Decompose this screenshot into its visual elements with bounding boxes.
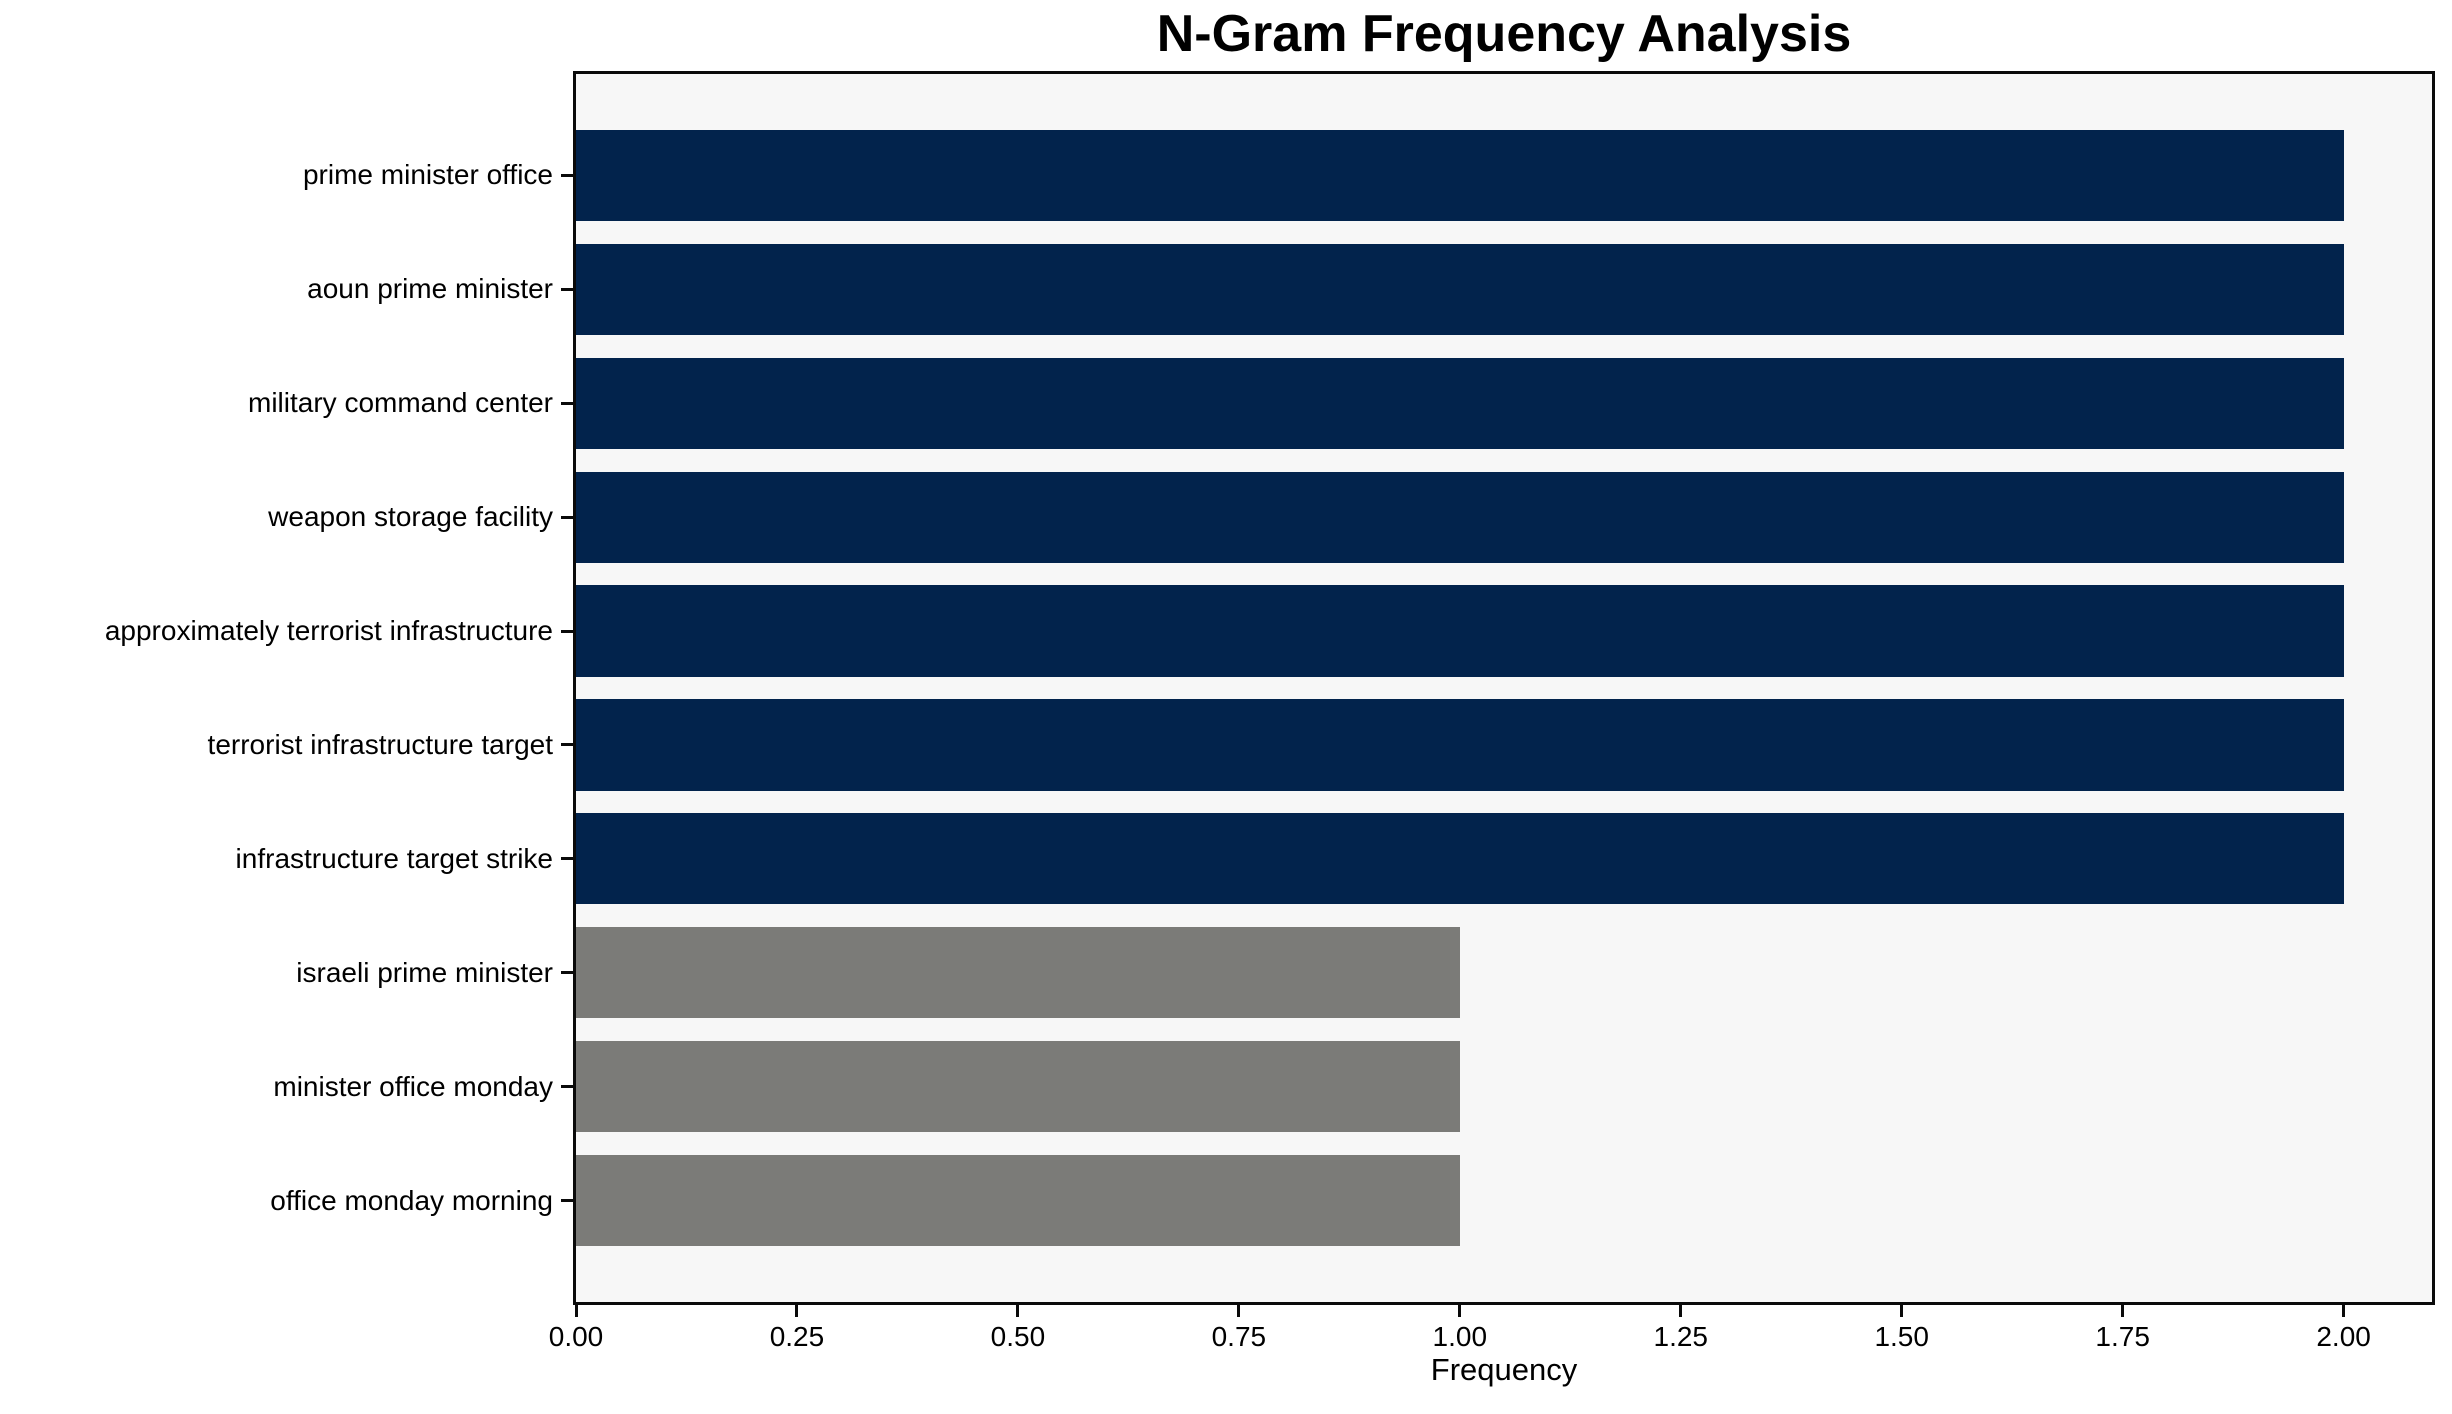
y-tick-mark (561, 515, 573, 519)
y-tick-label: terrorist infrastructure target (207, 728, 553, 760)
y-tick-label: approximately terrorist infrastructure (104, 615, 553, 647)
y-tick-label: prime minister office (302, 159, 553, 191)
bar (576, 927, 1460, 1019)
x-tick-label: 2.00 (2316, 1321, 2371, 1352)
x-tick-label: 0.75 (1211, 1321, 1267, 1352)
x-tick-mark (1900, 1305, 1904, 1317)
y-tick-mark (561, 743, 573, 747)
y-tick-mark (561, 971, 573, 975)
x-axis-label: Frequency (1430, 1352, 1578, 1387)
y-tick-label: infrastructure target strike (235, 842, 553, 874)
x-tick-mark (1679, 1305, 1683, 1317)
bar (576, 1041, 1460, 1133)
x-tick-mark (1458, 1305, 1462, 1317)
x-tick-mark (1237, 1305, 1241, 1317)
y-tick-label: office monday morning (270, 1184, 553, 1216)
y-tick-mark (561, 401, 573, 405)
chart-title: N-Gram Frequency Analysis (1156, 5, 1852, 63)
y-tick-label: minister office monday (273, 1070, 553, 1102)
x-tick-mark (574, 1305, 578, 1317)
bar (576, 699, 2344, 791)
bar (576, 1155, 1460, 1247)
x-tick-mark (1016, 1305, 1020, 1317)
y-tick-mark (561, 629, 573, 633)
x-tick-mark (2121, 1305, 2125, 1317)
bar (576, 585, 2344, 677)
y-tick-mark (561, 1199, 573, 1203)
x-tick-label: 1.00 (1432, 1321, 1488, 1352)
x-tick-label: 1.50 (1874, 1321, 1929, 1352)
bar (576, 357, 2344, 449)
y-tick-mark (561, 1085, 573, 1089)
bar (576, 813, 2344, 905)
plot-area (573, 71, 2435, 1305)
bar (576, 129, 2344, 221)
x-tick-label: 1.25 (1653, 1321, 1709, 1352)
x-tick-label: 0.00 (548, 1321, 604, 1352)
y-tick-mark (561, 287, 573, 291)
x-tick-mark (2342, 1305, 2346, 1317)
y-tick-label: aoun prime minister (307, 273, 553, 305)
y-tick-mark (561, 857, 573, 861)
y-tick-mark (561, 173, 573, 177)
bar (576, 471, 2344, 563)
y-tick-label: military command center (248, 387, 553, 419)
x-tick-label: 1.75 (2095, 1321, 2150, 1352)
x-tick-label: 0.50 (990, 1321, 1046, 1352)
bar (576, 243, 2344, 335)
y-tick-label: israeli prime minister (296, 956, 553, 988)
x-tick-mark (795, 1305, 799, 1317)
y-tick-label: weapon storage facility (268, 501, 553, 533)
x-tick-label: 0.25 (769, 1321, 825, 1352)
